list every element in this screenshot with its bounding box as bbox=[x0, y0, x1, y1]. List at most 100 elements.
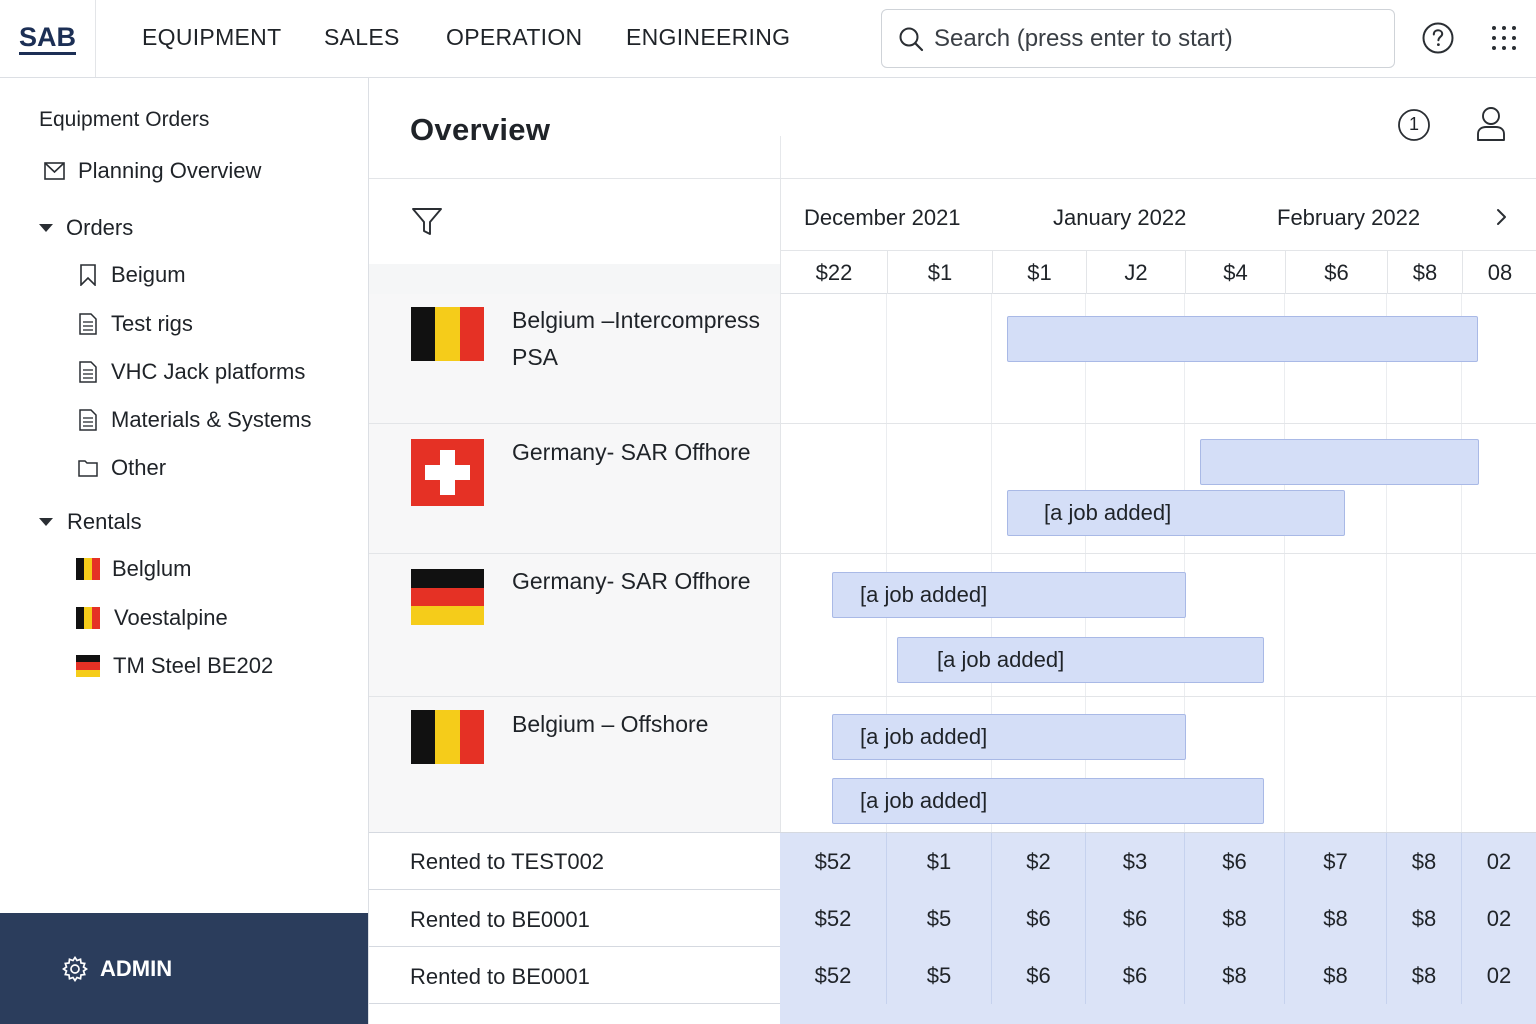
sidebar-title: Equipment Orders bbox=[39, 108, 210, 131]
sidebar-item-other[interactable]: Other bbox=[77, 455, 166, 481]
admin-label: ADMIN bbox=[100, 955, 173, 981]
sidebar-item-tm-steel[interactable]: TM Steel BE202 bbox=[76, 653, 273, 679]
rental-label: Rented to BE0001 bbox=[410, 964, 590, 989]
rental-cell: $6 bbox=[1085, 890, 1184, 947]
job-bar[interactable]: [a job added] bbox=[1007, 490, 1345, 536]
sidebar-item-beigum[interactable]: Beigum bbox=[77, 262, 186, 288]
envelope-icon bbox=[44, 160, 66, 182]
grid-line bbox=[1461, 294, 1462, 832]
week-label: $22 bbox=[815, 259, 853, 285]
week-label: 08 bbox=[1462, 251, 1536, 294]
nav-engineering[interactable]: ENGINEERING bbox=[626, 24, 791, 50]
rental-row-background bbox=[780, 1003, 1536, 1024]
rental-cell: $7 bbox=[1284, 833, 1386, 890]
sidebar-item-planning-overview[interactable]: Planning Overview bbox=[44, 158, 261, 184]
job-bar[interactable]: [a job added] bbox=[832, 572, 1186, 618]
rental-cell: $3 bbox=[1085, 833, 1184, 890]
sidebar-group-orders[interactable]: Orders bbox=[38, 215, 133, 241]
sidebar-item-label: Planning Overview bbox=[78, 158, 262, 183]
grid-line bbox=[1085, 294, 1086, 832]
sidebar-item-vhc-jack-platforms[interactable]: VHC Jack platforms bbox=[77, 359, 305, 385]
rental-cell: $6 bbox=[1085, 947, 1184, 1004]
notification-count: 1 bbox=[1408, 114, 1419, 134]
numbered-circle-icon bbox=[1398, 109, 1430, 141]
job-bar[interactable]: [a job added] bbox=[832, 778, 1264, 824]
sidebar-item-label: Test rigs bbox=[111, 311, 193, 336]
sidebar-item-materials-systems[interactable]: Materials & Systems bbox=[77, 407, 312, 433]
job-bar[interactable]: [a job added] bbox=[832, 714, 1186, 760]
week-label: $4 bbox=[1185, 251, 1285, 294]
rental-cell: $5 bbox=[886, 890, 991, 947]
help-circle-icon[interactable] bbox=[1422, 22, 1454, 54]
rental-cell: $6 bbox=[991, 890, 1085, 947]
rental-cell: 02 bbox=[1461, 947, 1536, 1004]
search-box[interactable] bbox=[881, 9, 1395, 68]
job-bar[interactable] bbox=[1200, 439, 1479, 485]
rental-cell: $8 bbox=[1386, 947, 1461, 1004]
switzerland-flag-icon bbox=[411, 439, 484, 506]
nav-equipment[interactable]: EQUIPMENT bbox=[142, 24, 282, 50]
apps-grid-icon[interactable] bbox=[1490, 24, 1518, 52]
grid-line bbox=[780, 294, 781, 832]
document-icon bbox=[77, 313, 99, 335]
week-label: $1 bbox=[887, 251, 992, 294]
filter-icon[interactable] bbox=[411, 206, 443, 238]
week-label: J2 bbox=[1086, 251, 1185, 294]
sidebar-item-label: TM Steel BE202 bbox=[113, 653, 274, 678]
header-divider bbox=[369, 178, 1536, 179]
week-label: $6 bbox=[1285, 251, 1387, 294]
search-icon bbox=[899, 27, 924, 51]
app-logo[interactable]: SAB bbox=[0, 0, 96, 77]
belgium-flag-icon bbox=[411, 307, 484, 361]
month-label: January 2022 bbox=[1053, 205, 1187, 230]
row-divider bbox=[369, 696, 1536, 697]
sidebar-item-label: Belglum bbox=[112, 556, 192, 581]
chevron-right-icon[interactable] bbox=[1491, 207, 1511, 227]
order-name: Germany- SAR Offhore bbox=[512, 568, 751, 594]
week-label: $8 bbox=[1387, 251, 1462, 294]
caret-down-icon bbox=[38, 217, 54, 239]
bookmark-icon bbox=[77, 264, 99, 286]
week-label: $1 bbox=[992, 251, 1086, 294]
order-name: Belgium –Intercompress PSA bbox=[512, 307, 760, 370]
gear-icon bbox=[62, 955, 88, 982]
caret-down-icon bbox=[38, 511, 54, 533]
grid-line bbox=[1386, 294, 1387, 832]
rental-cell: $6 bbox=[991, 947, 1085, 1004]
order-name: Germany- SAR Offhore bbox=[512, 439, 751, 465]
sidebar: Equipment Orders Planning Overview Order… bbox=[0, 78, 369, 1024]
sidebar-item-belglum[interactable]: Belglum bbox=[76, 556, 191, 582]
sidebar-item-label: Materials & Systems bbox=[111, 407, 312, 432]
rental-cell: $2 bbox=[991, 833, 1085, 890]
folder-icon bbox=[77, 457, 99, 479]
job-bar[interactable]: [a job added] bbox=[897, 637, 1264, 683]
row-divider bbox=[369, 553, 1536, 554]
rental-cell: $52 bbox=[814, 962, 852, 988]
nav-operation[interactable]: OPERATION bbox=[446, 24, 583, 50]
rental-cell: $52 bbox=[814, 905, 852, 931]
job-bar[interactable] bbox=[1007, 316, 1478, 362]
top-bar: SAB EQUIPMENT SALES OPERATION ENGINEERIN… bbox=[0, 0, 1536, 78]
search-input[interactable] bbox=[934, 24, 1374, 53]
admin-button[interactable]: ADMIN bbox=[0, 913, 368, 1024]
belgium-flag-icon bbox=[411, 710, 484, 764]
page-title: Overview bbox=[410, 112, 551, 147]
logo-text: SAB bbox=[18, 23, 76, 55]
main-panel: Overview 1 December 2021 January 2022 Fe… bbox=[369, 78, 1536, 1024]
belgium-flag-icon bbox=[76, 607, 100, 629]
user-icon[interactable] bbox=[1476, 106, 1506, 142]
rental-cell: $8 bbox=[1386, 890, 1461, 947]
germany-flag-icon bbox=[411, 569, 484, 626]
sidebar-item-label: Other bbox=[111, 455, 167, 480]
sidebar-group-label: Rentals bbox=[67, 509, 142, 534]
sidebar-item-test-rigs[interactable]: Test rigs bbox=[77, 311, 193, 337]
rental-cell: $8 bbox=[1184, 947, 1284, 1004]
left-header-shade bbox=[369, 264, 780, 294]
sidebar-item-voestalpine[interactable]: Voestalpine bbox=[76, 605, 228, 631]
sidebar-group-rentals[interactable]: Rentals bbox=[38, 509, 142, 535]
row-divider bbox=[369, 832, 1536, 833]
notification-counter[interactable]: 1 bbox=[1397, 108, 1431, 142]
germany-flag-icon bbox=[76, 655, 100, 677]
month-header: December 2021 January 2022 February 2022 bbox=[780, 179, 1536, 251]
nav-sales[interactable]: SALES bbox=[324, 24, 400, 50]
